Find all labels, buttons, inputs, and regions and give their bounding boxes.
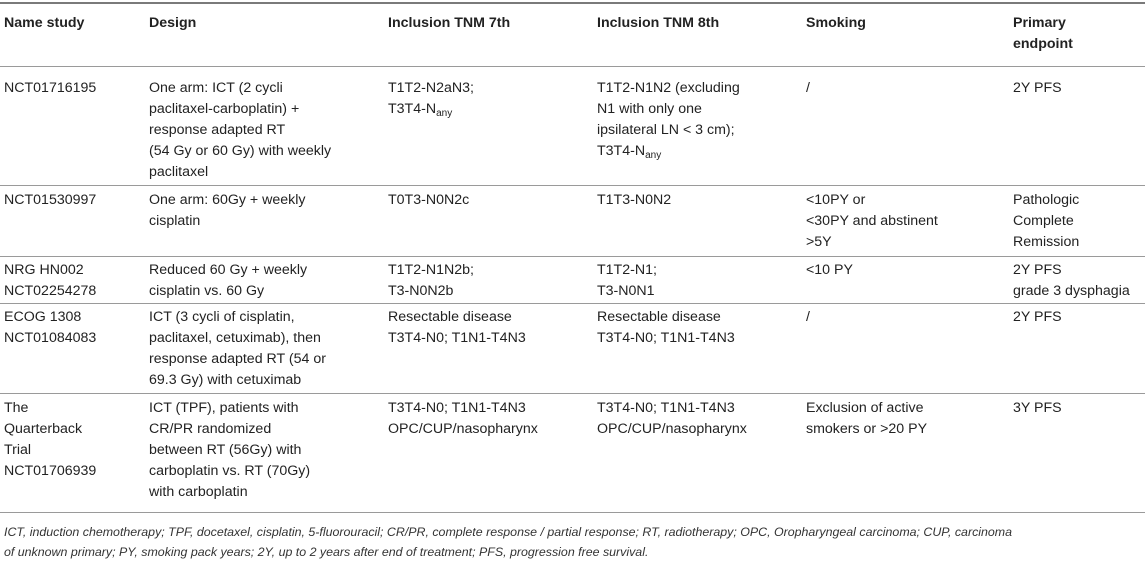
cell-tnm8: T3T4-N0; T1N1-T4N3 <box>597 400 735 416</box>
cell-tnm7: T3T4-N0; T1N1-T4N3 <box>388 400 526 416</box>
cell-endpoint: Pathologic <box>1013 192 1080 208</box>
header-rule <box>0 66 1145 67</box>
cell-tnm7: T1T2-N1N2b; <box>388 262 474 278</box>
cell-endpoint: Remission <box>1013 234 1080 250</box>
cell-smoking: smokers or >20 PY <box>806 421 928 437</box>
cell-endpoint: 2Y PFS <box>1013 80 1062 96</box>
cell-design: (54 Gy or 60 Gy) with weekly <box>149 143 332 159</box>
cell-tnm7: T1T2-N2aN3; <box>388 80 474 96</box>
cell-name: NCT02254278 <box>4 283 97 299</box>
cell-design: 69.3 Gy) with cetuximab <box>149 372 302 388</box>
cell-smoking: / <box>806 80 810 96</box>
cell-tnm8: T1T2-N1; <box>597 262 657 278</box>
cell-endpoint: grade 3 dysphagia <box>1013 283 1130 299</box>
cell-design: response adapted RT <box>149 122 286 138</box>
cell-design: cisplatin <box>149 213 201 229</box>
cell-tnm8: Resectable disease <box>597 309 721 325</box>
cell-name: NCT01084083 <box>4 330 97 346</box>
cell-smoking: <30PY and abstinent <box>806 213 938 229</box>
cell-smoking: <10PY or <box>806 192 866 208</box>
cell-tnm7: T3T4-N0; T1N1-T4N3 <box>388 330 526 346</box>
cell-design: between RT (56Gy) with <box>149 442 302 458</box>
cell-tnm8: T1T2-N1N2 (excluding <box>597 80 740 96</box>
cell-design: with carboplatin <box>149 484 248 500</box>
cell-name: NRG HN002 <box>4 262 84 278</box>
footnote-line: of unknown primary; PY, smoking pack yea… <box>4 545 649 559</box>
row-rule <box>0 393 1145 394</box>
cell-tnm8: T1T3-N0N2 <box>597 192 672 208</box>
table-bottom-rule <box>0 512 1145 513</box>
cell-design: carboplatin vs. RT (70Gy) <box>149 463 311 479</box>
cell-tnm8: T3T4-Nany <box>597 143 662 161</box>
cell-name: NCT01530997 <box>4 192 97 208</box>
cell-design: paclitaxel, cetuximab), then <box>149 330 321 346</box>
cell-endpoint: Complete <box>1013 213 1074 229</box>
cell-design: response adapted RT (54 or <box>149 351 326 367</box>
cell-design: ICT (TPF), patients with <box>149 400 299 416</box>
row-rule <box>0 185 1145 186</box>
cell-name: NCT01716195 <box>4 80 97 96</box>
cell-smoking: / <box>806 309 810 325</box>
cell-tnm7: Resectable disease <box>388 309 512 325</box>
cell-smoking: <10 PY <box>806 262 853 278</box>
cell-name: Trial <box>4 442 32 458</box>
cell-design: ICT (3 cycli of cisplatin, <box>149 309 295 325</box>
cell-design: cisplatin vs. 60 Gy <box>149 283 265 299</box>
cell-tnm8: ipsilateral LN < 3 cm); <box>597 122 735 138</box>
cell-tnm7: T3-N0N2b <box>388 283 454 299</box>
header-tnm7: Inclusion TNM 7th <box>388 15 511 31</box>
cell-tnm8: T3T4-N0; T1N1-T4N3 <box>597 330 735 346</box>
cell-design: paclitaxel-carboplatin) + <box>149 101 300 117</box>
row-rule <box>0 303 1145 304</box>
cell-design: One arm: 60Gy + weekly <box>149 192 306 208</box>
cell-name: Quarterback <box>4 421 83 437</box>
cell-name: NCT01706939 <box>4 463 97 479</box>
cell-design: One arm: ICT (2 cycli <box>149 80 283 96</box>
cell-design: paclitaxel <box>149 164 209 180</box>
table-top-rule <box>0 2 1145 4</box>
footnote-line: ICT, induction chemotherapy; TPF, doceta… <box>4 525 1013 539</box>
cell-name: The <box>4 400 29 416</box>
cell-design: Reduced 60 Gy + weekly <box>149 262 308 278</box>
header-smoking: Smoking <box>806 15 866 31</box>
header-name-study: Name study <box>4 15 85 31</box>
cell-smoking: Exclusion of active <box>806 400 924 416</box>
cell-tnm7: OPC/CUP/nasopharynx <box>388 421 538 437</box>
header-tnm8: Inclusion TNM 8th <box>597 15 720 31</box>
cell-tnm8: N1 with only one <box>597 101 702 117</box>
cell-design: CR/PR randomized <box>149 421 272 437</box>
cell-endpoint: 2Y PFS <box>1013 262 1062 278</box>
table-footnote: ICT, induction chemotherapy; TPF, doceta… <box>4 522 1144 562</box>
row-rule <box>0 256 1145 257</box>
header-primary-endpoint: Primary endpoint <box>1013 15 1073 52</box>
cell-endpoint: 2Y PFS <box>1013 309 1062 325</box>
cell-tnm7: T3T4-Nany <box>388 101 453 119</box>
header-design: Design <box>149 15 197 31</box>
cell-endpoint: 3Y PFS <box>1013 400 1062 416</box>
cell-name: ECOG 1308 <box>4 309 82 325</box>
cell-smoking: >5Y <box>806 234 832 250</box>
cell-tnm8: OPC/CUP/nasopharynx <box>597 421 747 437</box>
cell-tnm7: T0T3-N0N2c <box>388 192 470 208</box>
cell-tnm8: T3-N0N1 <box>597 283 655 299</box>
